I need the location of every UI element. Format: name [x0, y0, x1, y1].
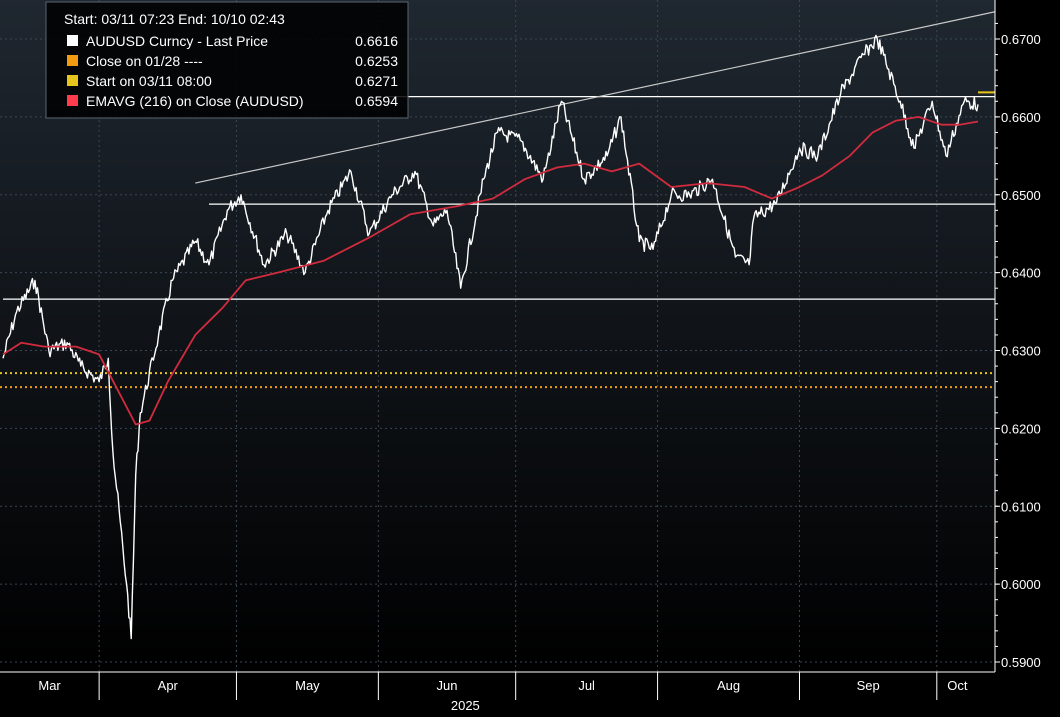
x-tick-label: Oct [947, 678, 968, 693]
y-tick-label: 0.6000 [1001, 577, 1041, 592]
x-tick-label: Aug [717, 678, 740, 693]
legend-value-start: 0.6271 [355, 73, 398, 89]
legend-value-price: 0.6616 [355, 33, 398, 49]
y-tick-label: 0.6200 [1001, 421, 1041, 436]
legend-box [45, 1, 409, 119]
legend-swatch-ema [67, 95, 78, 106]
x-tick-label: Mar [38, 678, 61, 693]
y-axis: 0.6700 0.6600 0.6500 0.6400 0.6300 0.6200 0.61… [994, 0, 1041, 672]
legend-header: Start: 03/11 07:23 End: 10/10 02:43 [64, 11, 285, 27]
year-label: 2025 [451, 698, 480, 713]
y-tick-label: 0.6100 [1001, 499, 1041, 514]
legend-swatch-close [67, 55, 78, 66]
legend-label-start: Start on 03/11 08:00 [86, 73, 212, 89]
legend-label-price: AUDUSD Curncy - Last Price [86, 33, 268, 49]
legend-value-ema: 0.6594 [355, 93, 398, 109]
y-tick-label: 0.6700 [1001, 32, 1041, 47]
y-tick-label: 0.6600 [1001, 110, 1041, 125]
legend: Start: 03/11 07:23 End: 10/10 02:43 AUDU… [45, 1, 409, 119]
y-tick-label: 0.6300 [1001, 344, 1041, 359]
x-tick-label: Jul [578, 678, 595, 693]
x-axis: Mar Apr May Jun Jul Aug Sep Oct 2025 [0, 671, 995, 713]
y-tick-label: 0.5900 [1001, 655, 1041, 670]
ema-series-line [2, 116, 979, 426]
series [2, 34, 995, 640]
legend-swatch-start [67, 75, 78, 86]
legend-value-close: 0.6253 [355, 53, 398, 69]
x-tick-label: Jun [437, 678, 458, 693]
legend-label-close: Close on 01/28 ---- [86, 53, 203, 69]
legend-swatch-price [67, 35, 78, 46]
y-tick-label: 0.6500 [1001, 188, 1041, 203]
y-tick-label: 0.6400 [1001, 266, 1041, 281]
legend-label-ema: EMAVG (216) on Close (AUDUSD) [86, 93, 304, 109]
trendline [195, 11, 996, 184]
x-tick-label: Sep [857, 678, 880, 693]
x-tick-label: May [295, 678, 320, 693]
x-tick-label: Apr [158, 678, 179, 693]
price-series-line [2, 34, 979, 640]
